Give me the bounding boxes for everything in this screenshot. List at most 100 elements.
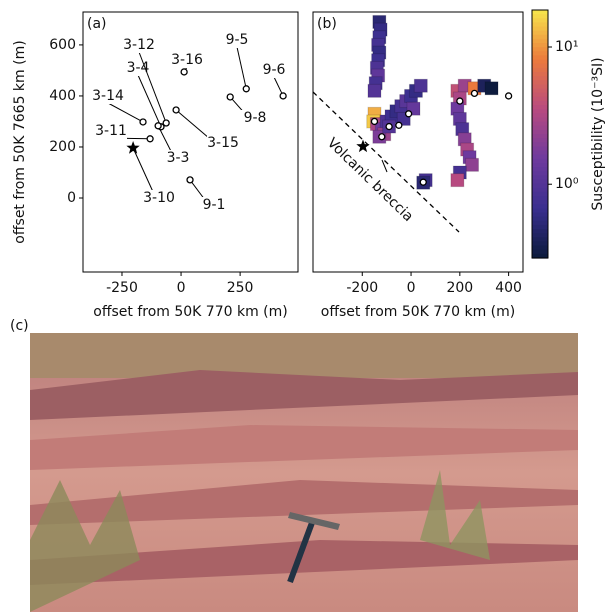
colorbar-segment bbox=[532, 171, 548, 176]
susceptibility-square bbox=[367, 83, 382, 98]
label-bg bbox=[207, 135, 239, 151]
site-label: 9-1 bbox=[203, 197, 226, 213]
annotation-arrow bbox=[381, 159, 388, 173]
rock-layer bbox=[30, 370, 578, 420]
panel-label: (a) bbox=[87, 16, 107, 32]
label-bg bbox=[221, 32, 253, 48]
y-tick-label: 200 bbox=[49, 139, 76, 155]
site-marker bbox=[370, 117, 379, 126]
label-bg bbox=[258, 62, 290, 78]
x-tick-label: 0 bbox=[177, 280, 186, 296]
colorbar-segment bbox=[532, 14, 548, 19]
site-marker bbox=[162, 119, 170, 127]
colorbar-segment bbox=[532, 253, 548, 259]
colorbar-segment bbox=[532, 233, 548, 238]
label-bg bbox=[95, 123, 127, 139]
susceptibility-square bbox=[465, 157, 480, 172]
colorbar-segment bbox=[532, 204, 548, 209]
colorbar-segment bbox=[532, 84, 548, 90]
colorbar-segment bbox=[532, 196, 548, 201]
axes-frame bbox=[82, 11, 299, 273]
colorbar-segment bbox=[532, 125, 548, 131]
colorbar-segment bbox=[532, 72, 548, 77]
colorbar-tick-label: 10¹ bbox=[555, 39, 578, 55]
colorbar-segment bbox=[532, 105, 548, 110]
site-label: 3-16 bbox=[171, 52, 203, 68]
colorbar-segment bbox=[532, 63, 548, 69]
colorbar-segment bbox=[532, 216, 548, 222]
label-bg bbox=[122, 60, 154, 76]
label-bg bbox=[239, 110, 271, 126]
colorbar-segment bbox=[532, 88, 548, 94]
rock-layer bbox=[30, 425, 578, 470]
y-tick-label: 400 bbox=[49, 88, 76, 104]
colorbar-segment bbox=[532, 162, 548, 168]
label-bg bbox=[198, 197, 230, 213]
ground bbox=[30, 333, 578, 378]
colorbar-segment bbox=[532, 55, 548, 61]
site-label: 9-6 bbox=[263, 62, 286, 78]
colorbar-segment bbox=[532, 18, 548, 23]
colorbar-segment bbox=[532, 43, 548, 48]
grass bbox=[420, 470, 490, 560]
colorbar-segment bbox=[532, 200, 548, 205]
x-tick-label: -200 bbox=[346, 280, 378, 296]
panel-label: (c) bbox=[10, 318, 29, 334]
colorbar-segment bbox=[532, 117, 548, 123]
site-marker bbox=[378, 133, 386, 141]
colorbar-segment bbox=[532, 208, 548, 214]
colorbar-segment bbox=[532, 138, 548, 143]
colorbar-segment bbox=[532, 154, 548, 160]
colorbar-segment bbox=[532, 179, 548, 185]
colorbar-segment bbox=[532, 51, 548, 57]
site-marker bbox=[146, 135, 154, 143]
site-marker bbox=[385, 122, 393, 131]
label-bg bbox=[123, 37, 155, 53]
label-bg bbox=[162, 150, 194, 166]
leader-line bbox=[137, 74, 162, 128]
susceptibility-square bbox=[450, 173, 465, 188]
panel-label: (b) bbox=[317, 16, 337, 32]
x-tick-label: 250 bbox=[227, 280, 254, 296]
annotation: Volcanic breccia bbox=[324, 135, 416, 225]
rock-layer bbox=[30, 540, 578, 585]
colorbar-segment bbox=[532, 245, 548, 251]
hammer-handle bbox=[287, 518, 316, 584]
colorbar-segment bbox=[532, 121, 548, 127]
colorbar-segment bbox=[532, 134, 548, 139]
x-tick-label: 200 bbox=[446, 280, 473, 296]
colorbar-segment bbox=[532, 142, 548, 147]
site-marker bbox=[504, 92, 513, 100]
x-axis-label: offset from 50K 770 km (m) bbox=[93, 304, 287, 320]
site-marker bbox=[172, 106, 180, 114]
x-tick-label: -250 bbox=[106, 280, 138, 296]
points bbox=[313, 14, 513, 233]
grass bbox=[30, 480, 140, 612]
colorbar-segment bbox=[532, 220, 548, 226]
colorbar-segment bbox=[532, 224, 548, 230]
site-marker bbox=[470, 89, 479, 98]
susceptibility-square bbox=[413, 78, 428, 93]
colorbar-segment bbox=[532, 34, 548, 40]
colorbar-segment bbox=[532, 113, 548, 119]
site-label: 3-12 bbox=[123, 37, 155, 53]
x-axis-label: offset from 50K 770 km (m) bbox=[321, 304, 515, 320]
colorbar-segment bbox=[532, 26, 548, 32]
susceptibility-square bbox=[484, 81, 499, 96]
colorbar-tick-label: 10⁰ bbox=[555, 176, 579, 192]
colorbar-segment bbox=[532, 237, 548, 243]
site-label: 3-10 bbox=[143, 190, 175, 206]
colorbar-segment bbox=[532, 183, 548, 189]
site-label: 9-8 bbox=[244, 110, 267, 126]
colorbar-segment bbox=[532, 129, 548, 135]
site-marker bbox=[242, 85, 250, 93]
colorbar-segment bbox=[532, 146, 548, 152]
site-label: 3-4 bbox=[127, 60, 150, 76]
site-marker bbox=[154, 122, 162, 130]
colorbar-segment bbox=[532, 76, 548, 81]
colorbar-frame bbox=[531, 9, 549, 259]
site-marker bbox=[186, 176, 194, 184]
photo bbox=[30, 333, 578, 612]
x-tick-label: 0 bbox=[407, 280, 416, 296]
site-label: 3-14 bbox=[92, 88, 124, 104]
